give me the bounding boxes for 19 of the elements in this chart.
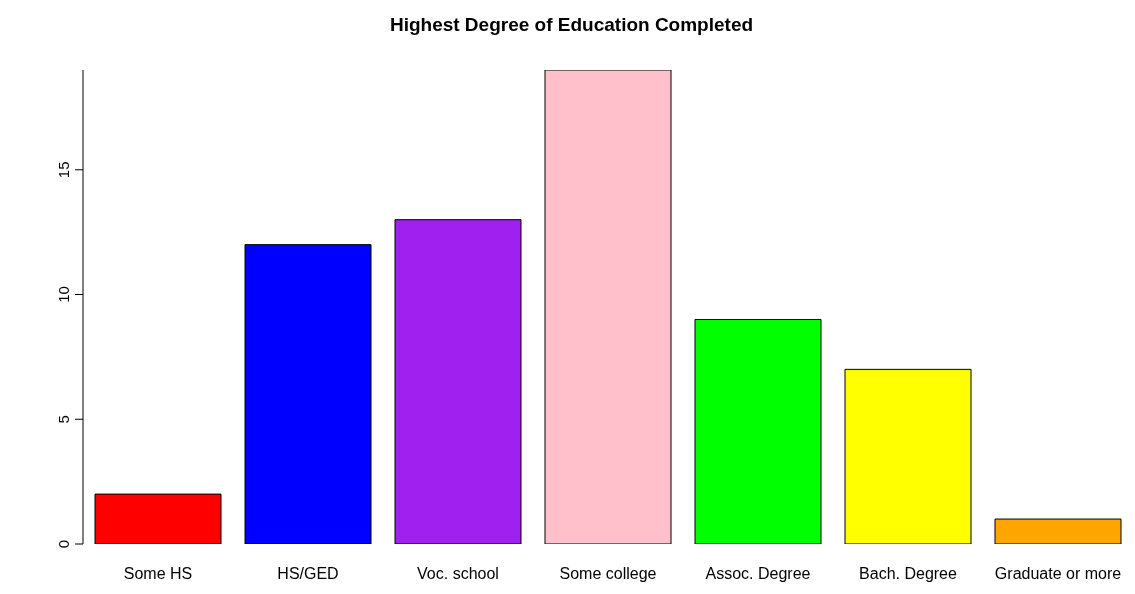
bar	[844, 368, 972, 544]
bar	[544, 70, 672, 544]
x-tick-label: Some college	[559, 565, 657, 583]
x-tick-label: Assoc. Degree	[705, 565, 811, 583]
y-tick-label: 0	[55, 539, 72, 549]
x-tick-label: Graduate or more	[994, 565, 1122, 583]
y-tick-label: 5	[55, 415, 72, 424]
x-tick-label: HS/GED	[277, 565, 339, 583]
y-tick-label: 10	[55, 286, 72, 303]
y-tick-label: 15	[55, 161, 72, 179]
bar	[394, 219, 522, 544]
bar	[694, 318, 822, 544]
bar	[244, 244, 372, 544]
bar	[994, 518, 1122, 544]
chart-title: Highest Degree of Education Completed	[388, 14, 755, 36]
bar	[94, 493, 222, 544]
x-tick-label: Bach. Degree	[859, 565, 958, 583]
x-tick-label: Some HS	[123, 565, 193, 583]
x-tick-label: Voc. school	[417, 565, 499, 583]
